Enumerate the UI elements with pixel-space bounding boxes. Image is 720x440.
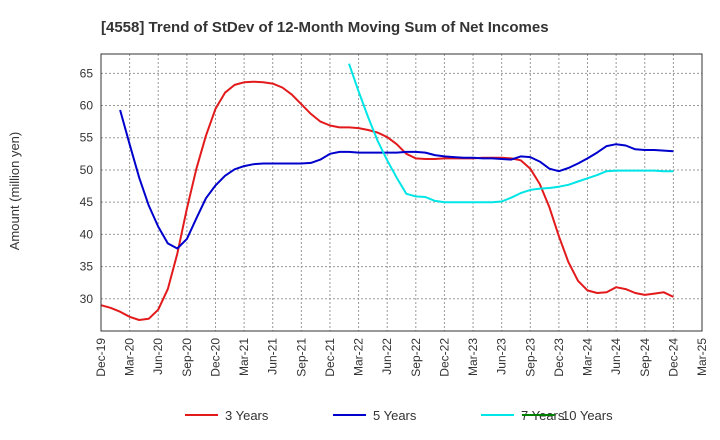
y-axis-label: Amount (million yen) bbox=[7, 132, 22, 251]
x-tick-label: Dec-24 bbox=[666, 338, 680, 377]
x-tick-label: Mar-25 bbox=[695, 338, 709, 376]
x-tick-label: Mar-22 bbox=[352, 338, 366, 376]
y-tick-label: 55 bbox=[80, 131, 94, 145]
y-axis-ticks: 30 35 40 45 50 55 60 65 bbox=[80, 66, 94, 305]
x-tick-label: Jun-20 bbox=[151, 338, 165, 375]
x-tick-label: Dec-19 bbox=[94, 338, 108, 377]
x-tick-label: Mar-24 bbox=[581, 338, 595, 376]
x-tick-label: Mar-23 bbox=[466, 338, 480, 376]
series-line-7-years bbox=[348, 63, 674, 204]
y-tick-label: 35 bbox=[80, 260, 94, 274]
chart-title: [4558] Trend of StDev of 12-Month Moving… bbox=[101, 19, 549, 36]
series-line-3-years bbox=[100, 80, 674, 321]
plot-frame bbox=[100, 53, 703, 332]
y-tick-label: 50 bbox=[80, 163, 94, 177]
legend-label: 10 Years bbox=[562, 408, 613, 423]
x-tick-label: Jun-23 bbox=[495, 338, 509, 375]
x-axis-ticks: Dec-19 Mar-20 Jun-20 Sep-20 Dec-20 Mar-21 Jun-… bbox=[94, 338, 709, 377]
x-tick-label: Jun-24 bbox=[609, 338, 623, 375]
x-tick-label: Dec-22 bbox=[437, 338, 451, 377]
x-tick-label: Dec-23 bbox=[552, 338, 566, 377]
legend-label: 3 Years bbox=[225, 408, 269, 423]
x-tick-label: Dec-20 bbox=[208, 338, 222, 377]
series-line-5-years bbox=[119, 109, 674, 250]
x-tick-label: Sep-20 bbox=[180, 338, 194, 377]
x-tick-label: Sep-24 bbox=[638, 338, 652, 377]
plot-lines bbox=[100, 63, 674, 321]
grid bbox=[100, 54, 703, 331]
x-tick-label: Sep-23 bbox=[523, 338, 537, 377]
legend-label: 5 Years bbox=[373, 408, 417, 423]
x-tick-label: Mar-20 bbox=[123, 338, 137, 376]
x-tick-label: Jun-21 bbox=[266, 338, 280, 375]
y-tick-label: 45 bbox=[80, 195, 94, 209]
y-tick-label: 40 bbox=[80, 227, 94, 241]
x-tick-label: Mar-21 bbox=[237, 338, 251, 376]
x-tick-label: Sep-21 bbox=[294, 338, 308, 377]
x-tick-label: Dec-21 bbox=[323, 338, 337, 377]
y-tick-label: 60 bbox=[80, 99, 94, 113]
x-tick-label: Sep-22 bbox=[409, 338, 423, 377]
y-tick-label: 65 bbox=[80, 66, 94, 80]
x-tick-label: Jun-22 bbox=[380, 338, 394, 375]
y-tick-label: 30 bbox=[80, 292, 94, 306]
